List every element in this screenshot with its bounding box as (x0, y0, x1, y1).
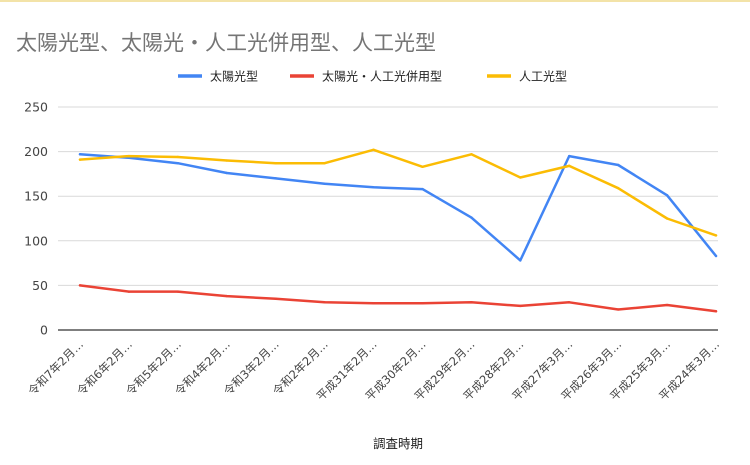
data-point[interactable] (372, 148, 375, 152)
data-point[interactable] (714, 254, 718, 258)
legend: 太陽光型 太陽光・人工光併用型 人工光型 (178, 69, 567, 84)
y-tick-label: 250 (24, 100, 48, 115)
y-tick-label: 100 (24, 233, 48, 248)
data-point[interactable] (225, 159, 228, 162)
data-point[interactable] (470, 216, 473, 219)
y-tick-label: 150 (24, 189, 48, 204)
data-point[interactable] (665, 194, 669, 197)
data-point[interactable] (421, 187, 424, 191)
data-point[interactable] (274, 177, 277, 180)
gridlines (58, 106, 718, 331)
data-point[interactable] (78, 153, 82, 156)
data-point[interactable] (78, 158, 82, 161)
y-tick-label: 0 (40, 323, 48, 338)
data-point[interactable] (225, 294, 228, 298)
data-point[interactable] (470, 153, 473, 156)
data-point[interactable] (714, 234, 718, 237)
data-point[interactable] (372, 186, 375, 189)
data-point[interactable] (616, 163, 620, 167)
data-point[interactable] (665, 303, 669, 307)
data-point[interactable] (616, 308, 620, 311)
legend-label-0: 太陽光型 (210, 69, 258, 84)
data-point[interactable] (225, 171, 228, 175)
data-point[interactable] (616, 186, 620, 190)
x-axis-title: 調査時期 (373, 436, 423, 451)
data-point[interactable] (78, 284, 82, 287)
legend-label-1: 太陽光・人工光併用型 (322, 69, 442, 84)
y-tick-label: 200 (24, 144, 48, 159)
data-point[interactable] (568, 154, 571, 158)
data-point[interactable] (176, 155, 180, 159)
series-line-1[interactable] (78, 284, 718, 313)
y-axis-ticks: 0 50 100 150 200 250 (24, 100, 48, 338)
x-axis-ticks: 令和7年2月…令和6年2月…令和5年2月…令和4年2月…令和3年2月…令和2年2… (25, 337, 722, 403)
data-point[interactable] (519, 176, 522, 179)
data-point[interactable] (568, 164, 571, 168)
legend-label-2: 人工光型 (519, 70, 567, 84)
data-point[interactable] (176, 161, 180, 165)
data-point[interactable] (127, 154, 131, 158)
data-point[interactable] (176, 290, 180, 293)
series-line-0[interactable] (78, 153, 718, 262)
series-lines (78, 148, 718, 313)
data-point[interactable] (372, 302, 375, 305)
data-point[interactable] (323, 161, 326, 165)
data-point[interactable] (274, 161, 277, 165)
legend-item-2[interactable]: 人工光型 (487, 70, 567, 84)
data-point[interactable] (127, 290, 131, 293)
data-point[interactable] (470, 301, 473, 304)
data-point[interactable] (519, 304, 522, 308)
data-point[interactable] (714, 310, 718, 313)
legend-item-1[interactable]: 太陽光・人工光併用型 (290, 69, 442, 84)
data-point[interactable] (323, 182, 326, 185)
y-tick-label: 50 (32, 278, 48, 293)
legend-item-0[interactable]: 太陽光型 (178, 69, 258, 84)
data-point[interactable] (421, 302, 424, 305)
data-point[interactable] (519, 259, 522, 262)
data-point[interactable] (323, 301, 326, 304)
data-point[interactable] (568, 301, 571, 304)
data-point[interactable] (665, 217, 669, 220)
series-line-2[interactable] (78, 148, 718, 237)
data-point[interactable] (274, 297, 277, 300)
data-point[interactable] (421, 165, 424, 168)
chart-title: 太陽光型、太陽光・人工光併用型、人工光型 (16, 31, 436, 55)
